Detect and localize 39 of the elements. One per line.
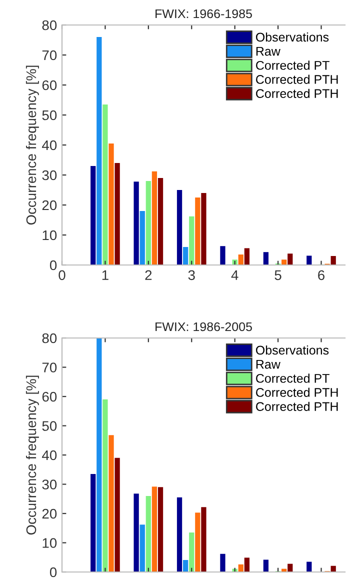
- y-tick-label: 50: [42, 421, 57, 431]
- y-axis-title: Occurrence frequency [%]: [26, 376, 39, 535]
- legend-label: Corrected PT: [256, 374, 330, 383]
- y-tick-label: 0: [50, 260, 57, 270]
- legend-label: Corrected PTH: [256, 74, 338, 84]
- y-tick-label: 80: [42, 20, 57, 30]
- y-tick-label: 10: [42, 230, 57, 240]
- y-tick-label: 30: [42, 480, 57, 490]
- legend-label: Observations: [256, 32, 329, 42]
- y-tick-label: 80: [42, 333, 57, 344]
- legend-label: Corrected PTH: [256, 88, 338, 98]
- legend-label: Raw: [256, 360, 280, 369]
- y-tick-label: 20: [42, 200, 57, 210]
- y-tick-label: 20: [42, 508, 57, 519]
- y-tick-label: 0: [50, 567, 57, 578]
- chart-title: FWIX: 1986-2005: [156, 322, 252, 332]
- x-tick-label: 4: [231, 270, 238, 280]
- x-tick-label: 0: [58, 270, 66, 280]
- y-tick-label: 10: [42, 538, 57, 548]
- x-tick-label: 2: [145, 270, 152, 280]
- y-tick-label: 60: [42, 80, 57, 90]
- x-tick-label: 5: [274, 270, 282, 280]
- y-tick-label: 50: [42, 110, 57, 120]
- legend-label: Observations: [256, 345, 329, 355]
- y-tick-label: 30: [42, 170, 57, 180]
- x-tick-label: 6: [318, 270, 324, 280]
- x-tick-label: 1: [102, 270, 108, 280]
- chart-title: FWIX: 1966-1985: [156, 9, 252, 18]
- legend-label: Corrected PTH: [256, 402, 338, 411]
- y-tick-label: 40: [42, 140, 57, 150]
- x-tick-label: 3: [188, 270, 195, 280]
- y-tick-label: 40: [42, 450, 57, 460]
- legend-label: Corrected PT: [256, 60, 330, 70]
- y-tick-label: 70: [42, 50, 57, 60]
- y-axis-title: Occurrence frequency [%]: [26, 66, 39, 225]
- y-tick-label: 60: [42, 392, 57, 402]
- y-tick-label: 70: [42, 362, 57, 372]
- legend-label: Corrected PTH: [256, 388, 338, 397]
- legend-label: Raw: [256, 46, 280, 56]
